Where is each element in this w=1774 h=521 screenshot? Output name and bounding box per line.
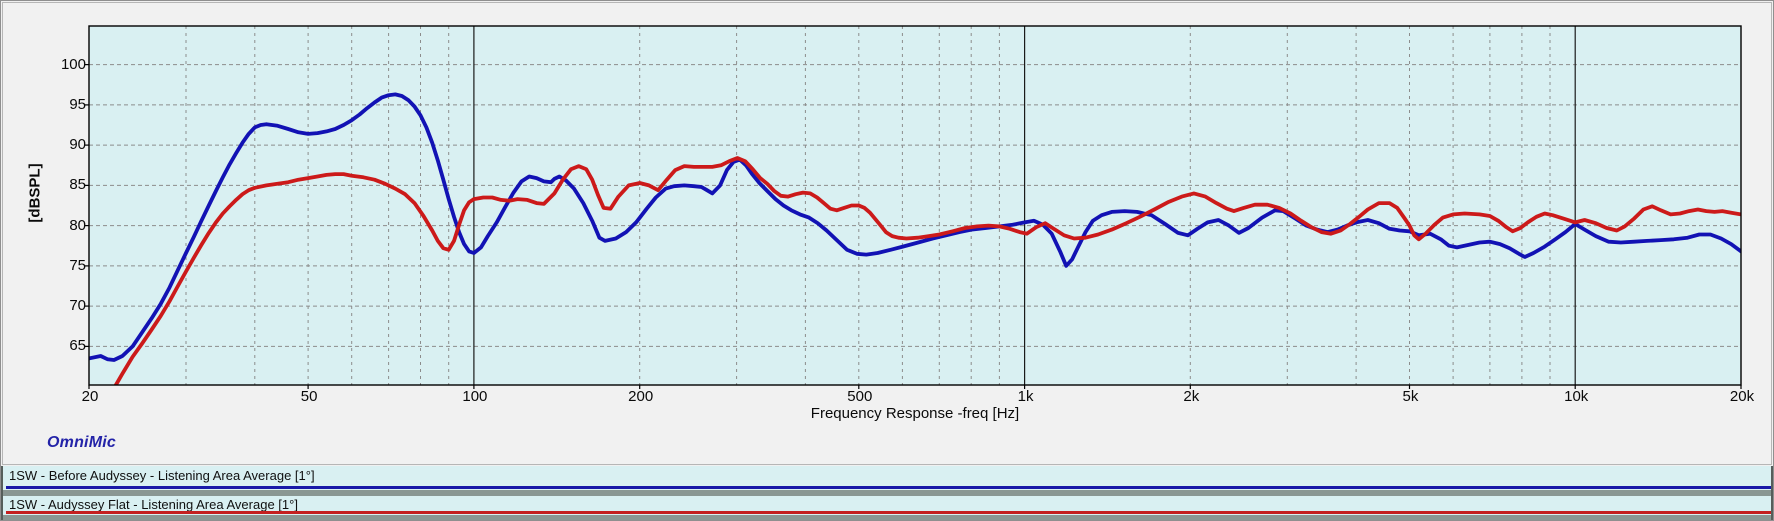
legend-separator — [3, 515, 1771, 520]
legend-row-before-audyssey[interactable]: 1SW - Before Audyssey - Listening Area A… — [3, 466, 1771, 490]
legend-line-swatch-red — [6, 511, 1771, 514]
x-tick-label: 20 — [81, 388, 99, 405]
plot-background — [89, 26, 1741, 385]
y-tick-label: 75 — [69, 256, 86, 274]
legend-label-before-audyssey: 1SW - Before Audyssey - Listening Area A… — [9, 468, 315, 483]
x-tick-label: 20k — [1729, 388, 1755, 405]
y-tick-label: 90 — [69, 136, 86, 154]
y-tick-label: 100 — [60, 55, 86, 73]
omnimic-logo-text: OmniMic — [47, 434, 116, 451]
legend-row-audyssey-flat[interactable]: 1SW - Audyssey Flat - Listening Area Ave… — [3, 496, 1771, 515]
plot-border — [88, 25, 1742, 386]
y-tick-label: 85 — [69, 176, 86, 194]
legend-label-audyssey-flat: 1SW - Audyssey Flat - Listening Area Ave… — [9, 497, 298, 512]
legend: 1SW - Before Audyssey - Listening Area A… — [1, 466, 1773, 520]
y-axis-label: [dBSPL] — [26, 163, 44, 223]
y-tick-label: 70 — [69, 297, 86, 315]
frequency-response-chart-pane: 65 70 75 80 85 90 95 100 20 50 100 200 500 1k 2k 5k 10k 2… — [2, 2, 1772, 465]
x-tick-label: 5k — [1402, 388, 1419, 405]
y-tick-label: 80 — [69, 216, 86, 234]
x-tick-label: 50 — [300, 388, 318, 405]
y-tick-label: 65 — [69, 337, 86, 355]
plot-canvas[interactable] — [2, 2, 1774, 467]
x-tick-label: 100 — [462, 388, 488, 405]
curve-audyssey-flat — [113, 156, 1741, 385]
x-tick-label: 200 — [628, 388, 654, 405]
x-axis-title: Frequency Response -freq [Hz] — [810, 405, 1020, 422]
x-tick-label: 500 — [847, 388, 873, 405]
x-tick-label: 1k — [1017, 388, 1034, 405]
legend-line-swatch-blue — [6, 486, 1771, 489]
x-tick-label: 10k — [1564, 388, 1589, 405]
y-tick-label: 95 — [69, 95, 86, 113]
legend-separator — [3, 490, 1771, 496]
x-tick-label: 2k — [1183, 388, 1200, 405]
curve-before-audyssey — [89, 92, 1741, 362]
